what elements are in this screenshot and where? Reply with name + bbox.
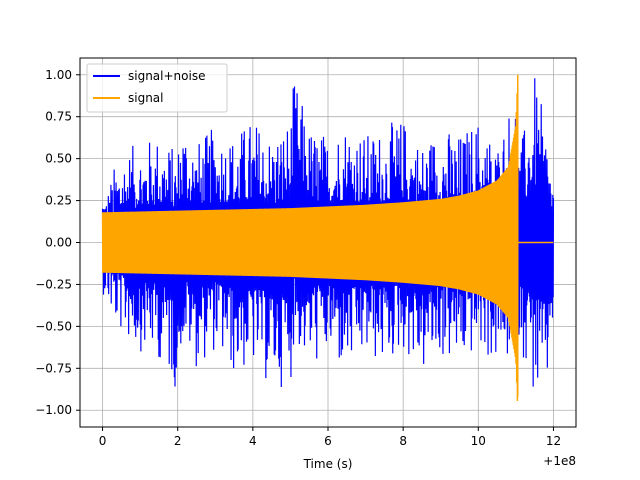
x-tick-label: 10 [471, 434, 486, 448]
y-tick-label: −0.50 [35, 319, 72, 333]
x-tick-label: 8 [399, 434, 407, 448]
y-tick-label: −1.00 [35, 403, 72, 417]
legend-label-signal: signal [128, 91, 164, 105]
x-tick-label: 4 [249, 434, 257, 448]
x-tick-label: 0 [99, 434, 107, 448]
x-axis: 0 2 4 6 8 10 12 [99, 427, 561, 448]
legend-label-signal-noise: signal+noise [128, 69, 205, 83]
y-tick-label: 0.00 [45, 236, 72, 250]
legend: signal+noise signal [86, 63, 228, 113]
y-tick-label: 0.75 [45, 110, 72, 124]
series-line-signal [101, 74, 554, 401]
y-tick-label: 0.25 [45, 194, 72, 208]
x-tick-label: 2 [174, 434, 182, 448]
series-signal [101, 74, 554, 401]
y-tick-label: 1.00 [45, 68, 72, 82]
y-tick-label: −0.25 [35, 277, 72, 291]
y-tick-label: −0.75 [35, 361, 72, 375]
x-tick-label: 6 [324, 434, 332, 448]
legend-box [86, 63, 228, 113]
x-axis-label: Time (s) [303, 457, 353, 471]
x-offset-label: +1e8 [543, 454, 576, 468]
x-tick-label: 12 [546, 434, 561, 448]
y-axis: −1.00 −0.75 −0.50 −0.25 0.00 0.25 0.50 0.75 1.00 [35, 68, 80, 417]
y-tick-label: 0.50 [45, 152, 72, 166]
